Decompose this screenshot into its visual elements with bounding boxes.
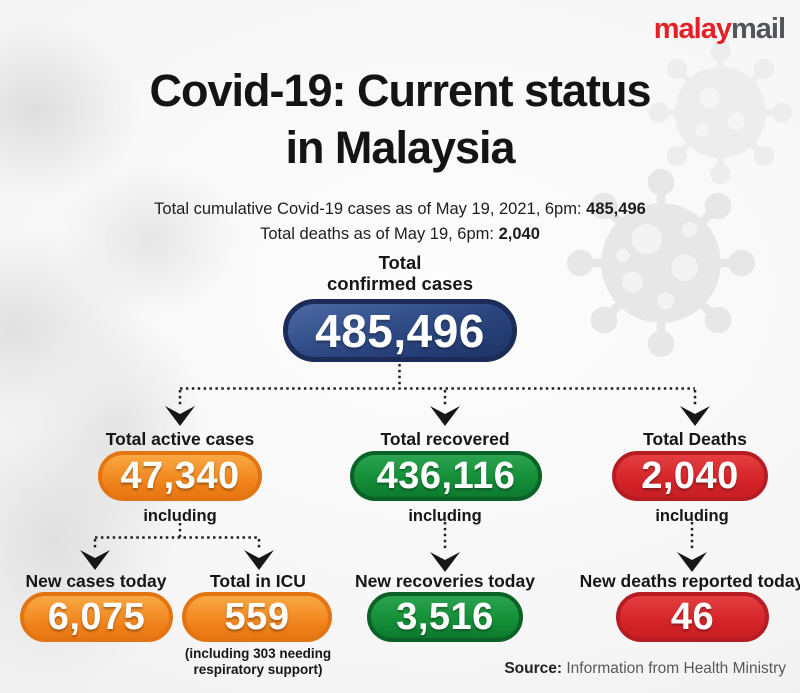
including-label-recovered: including (408, 507, 482, 525)
total-in-icu-value: 559 (224, 595, 290, 638)
malaymail-logo: malaymail (653, 13, 786, 46)
total-active-cases-pill: 47,340 (98, 451, 262, 501)
arrow-down-icon (244, 550, 274, 570)
total-confirmed-label-line1: Total (378, 252, 422, 273)
title-line1: Covid-19: Current status (149, 65, 651, 116)
including-label-deaths: including (655, 507, 729, 525)
intro-line2-value: 2,040 (498, 225, 540, 243)
new-recoveries-today-value: 3,516 (396, 595, 494, 638)
total-recovered-value: 436,116 (376, 454, 516, 497)
logo-malay-text: malay (653, 13, 732, 45)
total-deaths-label: Total Deaths (643, 429, 747, 449)
virus-watermark-small-icon (648, 40, 793, 185)
new-deaths-reported-today-pill: 46 (616, 592, 769, 642)
page-title: Covid-19: Current status in Malaysia (0, 62, 800, 176)
background-photo-texture (0, 0, 260, 693)
source-line: Source: Information from Health Ministry (504, 660, 786, 678)
new-cases-today-value: 6,075 (47, 595, 146, 638)
icu-note-line2: respiratory support) (193, 661, 323, 677)
intro-line2: Total deaths as of May 19, 6pm: 2,040 (0, 222, 800, 247)
intro-line2-text: Total deaths as of May 19, 6pm: (260, 225, 494, 243)
total-active-cases-label: Total active cases (105, 429, 255, 449)
arrow-down-icon (430, 552, 460, 572)
total-deaths-value: 2,040 (641, 454, 739, 497)
arrow-down-icon (80, 550, 110, 570)
total-confirmed-label-line2: confirmed cases (326, 273, 473, 294)
icu-note-line1: (including 303 needing (184, 646, 332, 661)
virus-watermark-icon (566, 168, 756, 358)
intro-line1: Total cumulative Covid-19 cases as of Ma… (0, 197, 800, 222)
new-cases-today-label: New cases today (25, 571, 167, 591)
arrow-down-icon (165, 406, 195, 426)
total-deaths-pill: 2,040 (612, 451, 768, 501)
total-confirmed-value: 485,496 (315, 304, 485, 357)
source-text: Information from Health Ministry (566, 660, 786, 677)
new-deaths-reported-today-value: 46 (670, 595, 715, 638)
new-recoveries-today-pill: 3,516 (367, 592, 523, 642)
source-label: Source: (504, 660, 563, 677)
new-cases-today-pill: 6,075 (20, 592, 173, 642)
total-in-icu-label: Total in ICU (210, 571, 306, 591)
new-deaths-reported-today-label: New deaths reported today (579, 571, 800, 591)
logo-mail-text: mail (730, 13, 786, 45)
total-confirmed-label: Total confirmed cases (0, 252, 800, 294)
title-line2: in Malaysia (285, 122, 515, 173)
total-active-cases-value: 47,340 (120, 454, 240, 497)
intro-summary: Total cumulative Covid-19 cases as of Ma… (0, 197, 800, 247)
arrow-down-icon (680, 406, 710, 426)
total-in-icu-pill: 559 (182, 592, 332, 642)
icu-note: (including 303 needing respiratory suppo… (158, 646, 358, 677)
including-label-active: including (143, 507, 217, 525)
total-confirmed-pill: 485,496 (283, 299, 517, 362)
intro-line1-text: Total cumulative Covid-19 cases as of Ma… (154, 200, 582, 218)
arrow-down-icon (677, 552, 707, 572)
total-recovered-pill: 436,116 (350, 451, 542, 501)
arrow-down-icon (430, 406, 460, 426)
new-recoveries-today-label: New recoveries today (355, 571, 535, 591)
intro-line1-value: 485,496 (586, 200, 646, 218)
total-recovered-label: Total recovered (380, 429, 510, 449)
